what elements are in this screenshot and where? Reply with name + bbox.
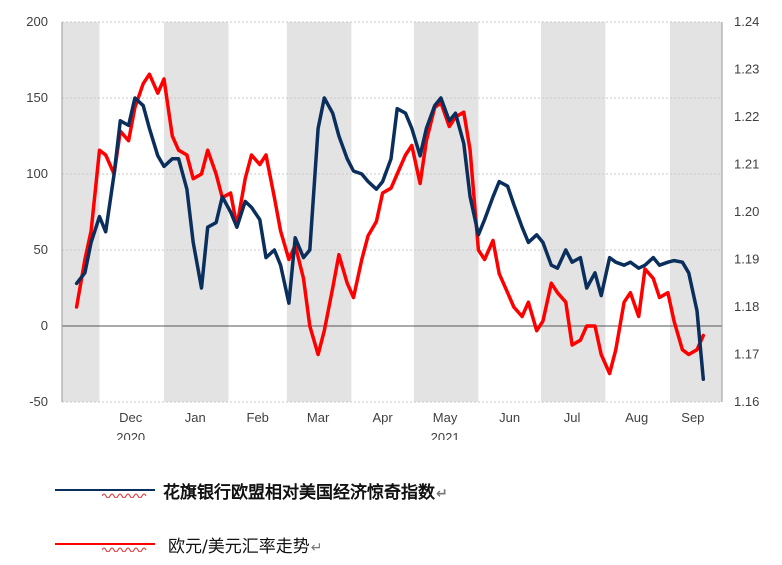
- series-line-eurusd: [74, 72, 706, 376]
- shaded-band: [413, 22, 479, 402]
- line-chart: 200 150 100 50 0 -50 1.24 1.23 1.22 1.21 1.20 1.19…: [26, 14, 759, 440]
- x-tick-label: Jun: [499, 410, 520, 425]
- left-tick-label: 200: [26, 14, 48, 29]
- x-year-label: 2021: [431, 430, 460, 440]
- x-tick-label: Dec: [119, 410, 143, 425]
- shaded-band: [540, 22, 606, 402]
- right-tick-label: 1.22: [734, 109, 759, 124]
- right-tick-label: 1.20: [734, 204, 759, 219]
- right-tick-label: 1.24: [734, 14, 759, 29]
- legend-item-surprise-index: 花旗银行欧盟相对美国经济惊奇指数↵: [0, 478, 782, 503]
- left-tick-label: -50: [29, 394, 48, 409]
- series-line-surprise-index: [74, 96, 706, 381]
- x-tick-label: Mar: [307, 410, 330, 425]
- x-tick-label: May: [433, 410, 458, 425]
- x-tick-label: Jul: [564, 410, 581, 425]
- month-shading-bands: [62, 22, 722, 402]
- gridlines: [61, 21, 723, 403]
- x-tick-label: Sep: [681, 410, 704, 425]
- legend-swatch-red: [55, 543, 155, 545]
- left-axis-ticks: 200 150 100 50 0 -50: [26, 14, 48, 409]
- paragraph-mark-icon: ↵: [310, 540, 323, 556]
- right-tick-label: 1.18: [734, 299, 759, 314]
- right-tick-label: 1.17: [734, 347, 759, 362]
- x-tick-label: Apr: [373, 410, 394, 425]
- x-tick-label: Jan: [185, 410, 206, 425]
- left-tick-label: 150: [26, 90, 48, 105]
- legend-item-eurusd: 欧元/美元汇率走势↵: [0, 532, 782, 557]
- right-tick-label: 1.19: [734, 252, 759, 267]
- legend-swatch-navy: [55, 489, 155, 491]
- x-axis-ticks: Dec Jan Feb Mar Apr May Jun Jul Aug Sep 2020 2021: [116, 410, 704, 440]
- spellcheck-squiggle: [102, 547, 147, 552]
- right-tick-label: 1.21: [734, 157, 759, 172]
- paragraph-mark-icon: ↵: [436, 486, 448, 502]
- right-tick-label: 1.16: [734, 394, 759, 409]
- left-tick-label: 0: [41, 318, 48, 333]
- series-lines: [74, 72, 706, 381]
- left-tick-label: 100: [26, 166, 48, 181]
- shaded-band: [286, 22, 352, 402]
- x-year-label: 2020: [116, 430, 145, 440]
- legend-label: 欧元/美元汇率走势: [168, 537, 310, 557]
- shaded-band: [669, 22, 722, 402]
- spellcheck-squiggle: [102, 493, 147, 498]
- right-tick-label: 1.23: [734, 62, 759, 77]
- x-tick-label: Feb: [247, 410, 269, 425]
- left-tick-label: 50: [34, 242, 48, 257]
- right-axis-ticks: 1.24 1.23 1.22 1.21 1.20 1.19 1.18 1.17 1.16: [734, 14, 759, 409]
- legend-label: 花旗银行欧盟相对美国经济惊奇指数: [163, 483, 435, 503]
- x-tick-label: Aug: [625, 410, 648, 425]
